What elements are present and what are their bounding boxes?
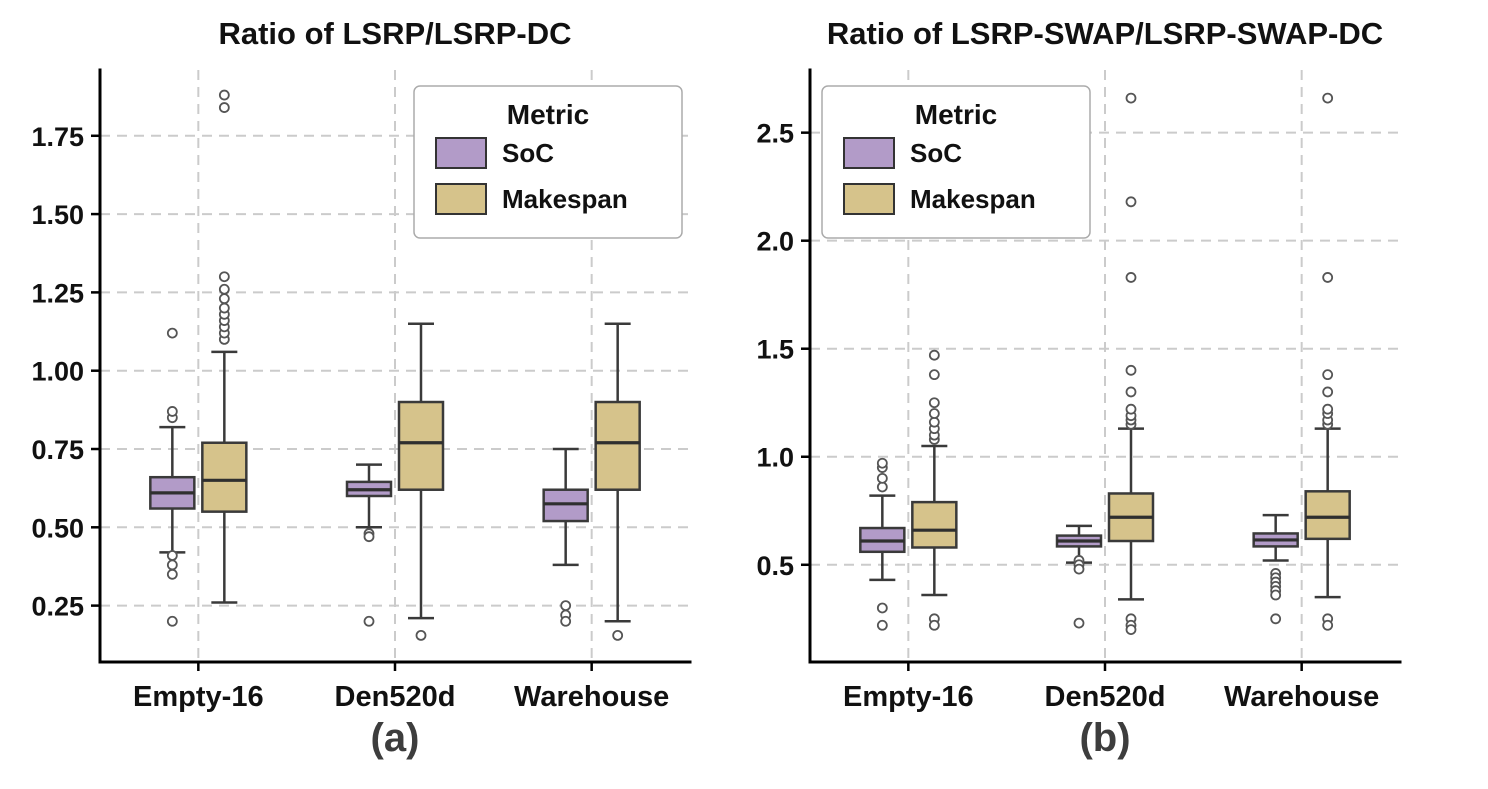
outlier-point — [876, 481, 888, 493]
x-tick-label: Warehouse — [514, 681, 669, 713]
outlier-point — [363, 531, 375, 543]
x-tick-label: Warehouse — [1224, 681, 1379, 713]
legend-title: Metric — [507, 99, 589, 130]
outlier-point — [928, 619, 940, 631]
panel-a: Ratio of LSRP/LSRP-DC 0.25 0.50 0.75 1.00 1.… — [0, 0, 700, 789]
outlier-point — [166, 559, 178, 571]
boxplot-b-canvas: 0.5 1.0 1.5 2.0 2.5 Empty-16 Den520d Warehouse M… — [756, 68, 1402, 713]
outlier-point — [166, 406, 178, 417]
outlier-point — [1125, 403, 1137, 415]
outlier-point — [363, 615, 375, 627]
y-tick-label: 0.5 — [756, 551, 794, 581]
outlier-point — [218, 283, 230, 295]
outlier-point — [1322, 619, 1334, 631]
outlier-point — [415, 629, 427, 641]
y-tick-label: 1.0 — [756, 443, 794, 473]
outlier-point — [166, 568, 178, 580]
outlier-point — [1125, 364, 1137, 376]
outlier-point — [928, 397, 940, 409]
legend: Metric SoC Makespan — [821, 85, 1091, 239]
y-tick-label: 1.75 — [31, 122, 84, 152]
x-tick-label: Den520d — [1045, 681, 1166, 713]
y-tick-label: 2.0 — [756, 227, 794, 257]
outlier-point — [1322, 386, 1334, 398]
outlier-point — [1270, 589, 1282, 601]
outlier-point — [218, 89, 230, 101]
legend: Metric SoC Makespan — [413, 85, 683, 239]
outlier-point — [218, 293, 230, 305]
outlier-point — [928, 416, 940, 428]
outlier-point — [1125, 272, 1137, 283]
outlier-point — [928, 369, 940, 381]
outlier-point — [1125, 386, 1137, 398]
x-tick-label: Empty-16 — [133, 681, 264, 713]
outlier-point — [1322, 272, 1334, 283]
outlier-point — [1322, 92, 1334, 104]
outlier-point — [1322, 369, 1334, 381]
y-tick-label: 0.50 — [31, 513, 84, 543]
outlier-point — [1073, 563, 1085, 575]
outlier-point — [560, 600, 572, 612]
legend-label: Makespan — [910, 184, 1036, 214]
panel-b: Ratio of LSRP-SWAP/LSRP-SWAP-DC 0.5 1.0 1.… — [700, 0, 1488, 789]
outlier-point — [1073, 617, 1085, 629]
outlier-point — [166, 615, 178, 627]
legend-label: SoC — [910, 138, 962, 168]
legend-label: Makespan — [502, 184, 628, 214]
y-tick-label: 2.5 — [756, 119, 794, 149]
y-tick-label: 1.50 — [31, 200, 84, 230]
y-tick-label: 1.5 — [756, 335, 794, 365]
legend-swatch — [843, 183, 895, 215]
chart-b-title: Ratio of LSRP-SWAP/LSRP-SWAP-DC — [826, 16, 1384, 51]
legend-swatch — [435, 137, 487, 169]
outlier-point — [560, 615, 572, 627]
subplot-label-a: (a) — [370, 716, 420, 760]
outlier-point — [218, 271, 230, 283]
subplot-label-b: (b) — [1079, 716, 1131, 760]
outlier-point — [1125, 92, 1137, 104]
outlier-point — [166, 550, 178, 561]
outlier-point — [876, 472, 888, 484]
x-tick-label: Den520d — [335, 681, 456, 713]
y-tick-label: 0.25 — [31, 592, 84, 622]
boxplot-a-canvas: 0.25 0.50 0.75 1.00 1.25 1.50 1.75 Empty-16 Den5… — [31, 68, 692, 713]
y-tick-label: 1.00 — [31, 357, 84, 387]
legend-title: Metric — [915, 99, 997, 130]
outlier-point — [218, 302, 230, 314]
outlier-point — [1125, 624, 1137, 635]
outlier-point — [612, 629, 624, 641]
outlier-point — [1125, 196, 1137, 208]
outlier-point — [876, 457, 888, 469]
outlier-point — [928, 349, 940, 361]
chart-a-title: Ratio of LSRP/LSRP-DC — [218, 16, 572, 51]
legend-label: SoC — [502, 138, 554, 168]
y-tick-label: 1.25 — [31, 278, 84, 308]
outlier-point — [166, 327, 178, 339]
legend-swatch — [435, 183, 487, 215]
outlier-point — [876, 602, 888, 614]
outlier-point — [876, 619, 888, 631]
outlier-point — [218, 102, 230, 113]
outlier-point — [1270, 613, 1282, 625]
outlier-point — [1322, 403, 1334, 415]
x-tick-label: Empty-16 — [843, 681, 974, 713]
y-tick-label: 0.75 — [31, 435, 84, 465]
legend-swatch — [843, 137, 895, 169]
outlier-point — [928, 408, 940, 419]
